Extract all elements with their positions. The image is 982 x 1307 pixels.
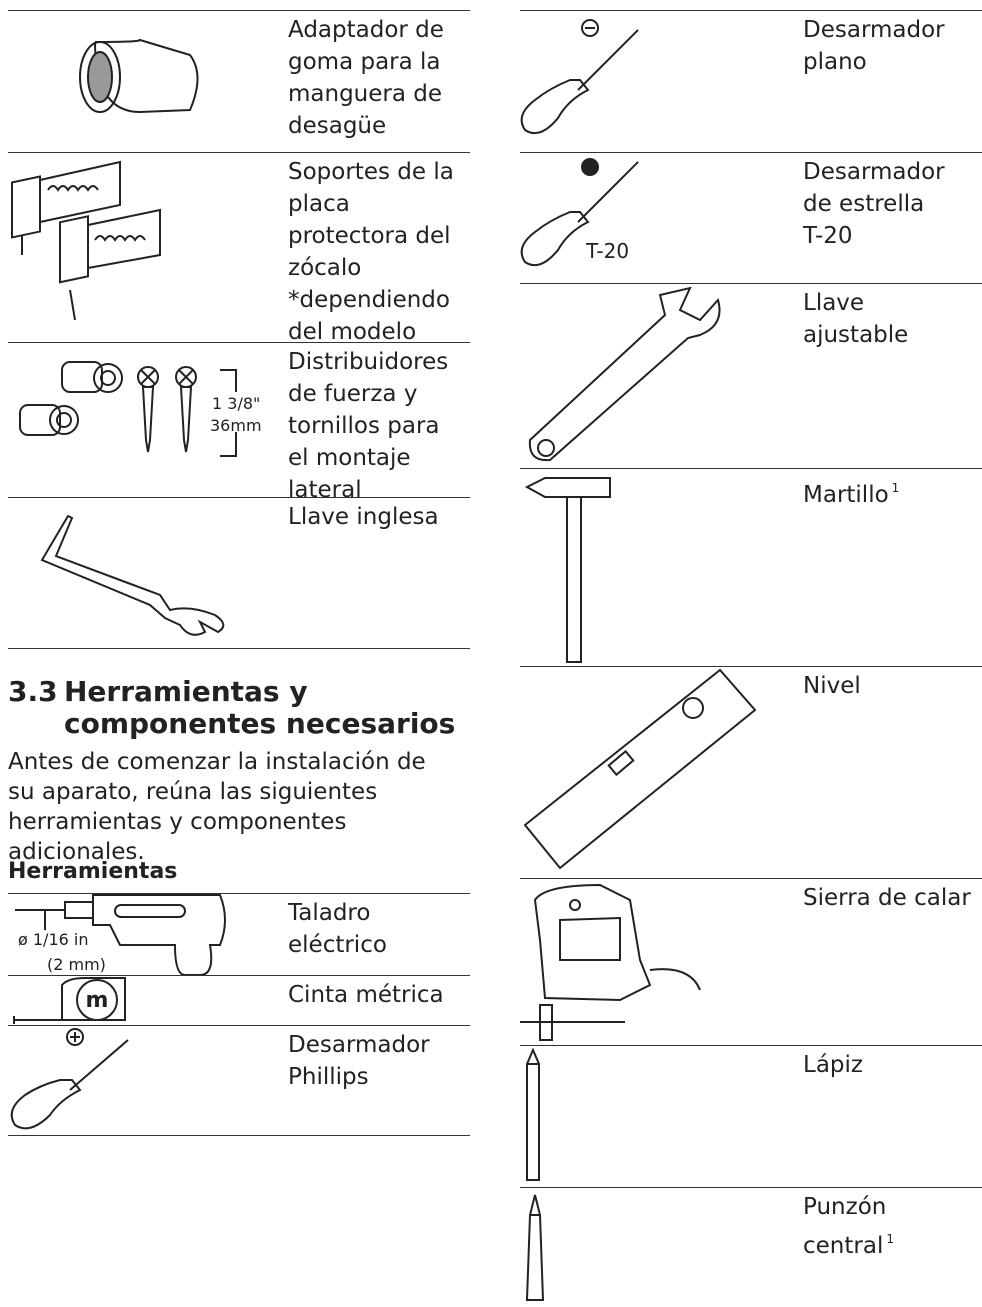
cell-text: Desarmador — [288, 1032, 430, 1058]
rule — [8, 152, 470, 153]
rule — [520, 152, 982, 153]
icon-drill: ø 1/16 in (2 mm) — [15, 894, 226, 976]
icon-punch — [525, 1194, 545, 1301]
icon-flat-screwdriver — [520, 19, 639, 134]
footnote-ref: 1 — [891, 481, 900, 495]
icon-pencil — [526, 1047, 540, 1181]
cell-text: Desarmador — [803, 17, 945, 43]
icon-adapter — [87, 51, 113, 103]
cell-text: Nivel — [803, 673, 861, 699]
subheading: Herramientas — [8, 859, 178, 884]
cell-text: T-20 — [803, 223, 853, 249]
cell-text: Cinta métrica — [288, 982, 444, 1008]
icon-phillips — [10, 1028, 129, 1130]
icon-hammer — [524, 477, 611, 663]
rule — [8, 975, 470, 976]
cell-text: *dependiendo — [288, 287, 450, 313]
rule — [8, 648, 470, 649]
cell-text: eléctrico — [288, 932, 387, 958]
icon-dowels-screws: 1 3/8" 36mm — [19, 361, 262, 457]
rule — [8, 1135, 470, 1136]
cell-text: goma para la — [288, 49, 441, 75]
figure-label: m — [86, 988, 109, 1013]
icon-brackets — [11, 160, 161, 321]
cell-text: Lápiz — [803, 1052, 863, 1078]
cell-text: lateral — [288, 477, 362, 503]
section-title: Herramientas y — [64, 675, 308, 708]
cell-text: del modelo — [288, 319, 417, 345]
icon-adapter — [79, 41, 121, 113]
icon-adjustable-wrench — [528, 286, 721, 462]
cell-text: Llave — [803, 290, 865, 316]
icon-jigsaw — [520, 883, 701, 1041]
cell-text: Distribuidores — [288, 349, 449, 375]
rule — [8, 1025, 470, 1026]
cell-text: protectora del — [288, 223, 451, 249]
figure-label: ø 1/16 in — [18, 930, 88, 949]
intro-text: su aparato, reúna las siguientes — [8, 779, 378, 805]
cell-text: de estrella — [803, 191, 925, 217]
intro-text: Antes de comenzar la instalación de — [8, 749, 426, 775]
rule — [8, 497, 470, 498]
cell-text: Phillips — [288, 1064, 369, 1090]
cell-text: manguera de — [288, 81, 443, 107]
rule — [520, 1187, 982, 1188]
rule — [520, 10, 982, 11]
rule — [8, 10, 470, 11]
rule — [520, 283, 982, 284]
intro-text: adicionales. — [8, 839, 145, 865]
icon-tape: m — [13, 977, 126, 1024]
cell-text: Punzón — [803, 1194, 887, 1220]
section-title: componentes necesarios — [64, 707, 456, 740]
rule — [520, 468, 982, 469]
cell-text: de fuerza y — [288, 381, 418, 407]
cell-text: zócalo — [288, 255, 362, 281]
cell-text: Desarmador — [803, 159, 945, 185]
rule — [8, 342, 470, 343]
footnote-ref: 1 — [886, 1232, 894, 1246]
cell-text: Adaptador de — [288, 17, 444, 43]
cell-text: Taladro — [288, 900, 371, 926]
cell-text: Soportes de la — [288, 159, 454, 185]
figure-label: T-20 — [585, 239, 629, 263]
cell-text: tornillos para — [288, 413, 440, 439]
cell-text: el montaje — [288, 445, 411, 471]
cell-text: ajustable — [803, 322, 909, 348]
icon-wrench — [40, 514, 225, 636]
figure-label: (2 mm) — [47, 955, 106, 974]
icon-level — [523, 668, 757, 870]
rule — [520, 1045, 982, 1046]
cell-text: Martillo 1 — [803, 481, 900, 508]
cell-text: plano — [803, 49, 867, 75]
rule — [8, 893, 470, 894]
rule — [520, 878, 982, 879]
rule — [520, 666, 982, 667]
section-number: 3.3 — [8, 675, 58, 708]
icon-torx-screwdriver: T-20 — [520, 158, 639, 266]
cell-text: Sierra de calar — [803, 885, 971, 911]
cell-text: central 1 — [803, 1232, 894, 1259]
figure-label: 1 3/8" — [212, 394, 260, 413]
cell-text: desagüe — [288, 113, 387, 139]
intro-text: herramientas y componentes — [8, 809, 347, 835]
cell-text: placa — [288, 191, 350, 217]
figure-label: 36mm — [210, 416, 262, 435]
cell-text: Llave inglesa — [288, 504, 439, 530]
icon-adjustable-wrench — [537, 439, 555, 457]
